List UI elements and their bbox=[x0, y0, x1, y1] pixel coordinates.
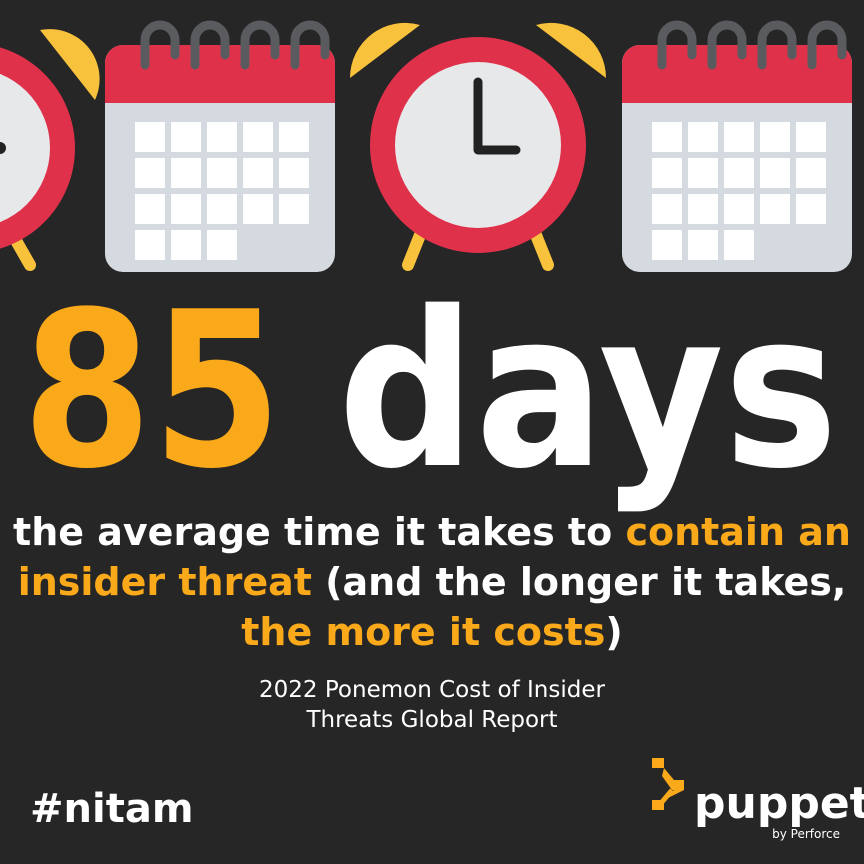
hashtag: #nitam bbox=[30, 786, 194, 832]
source-line: 2022 Ponemon Cost of Insider bbox=[259, 677, 605, 703]
subtitle-line: the average time it takes to contain an bbox=[13, 510, 851, 554]
calendar-icon bbox=[105, 20, 335, 272]
subtitle-line: insider threat (and the longer it takes, bbox=[18, 560, 847, 604]
calendar-icon bbox=[622, 20, 852, 272]
subtitle-text: ) bbox=[605, 610, 622, 654]
logo-icon bbox=[652, 758, 684, 810]
logo-tagline: by Perforce bbox=[772, 827, 840, 841]
headline-number: 85 bbox=[22, 265, 282, 516]
highlight-text: the more it costs bbox=[241, 610, 605, 654]
subtitle-text: (and the longer it takes, bbox=[312, 560, 846, 604]
highlight-text: insider threat bbox=[18, 560, 312, 604]
source: 2022 Ponemon Cost of Insider Threats Glob… bbox=[259, 677, 605, 733]
subtitle-line: the more it costs) bbox=[241, 610, 623, 654]
clock-icon-left bbox=[0, 29, 100, 271]
source-line: Threats Global Report bbox=[305, 707, 557, 733]
highlight-text: contain an bbox=[625, 510, 851, 554]
subtitle-text: the average time it takes to bbox=[13, 510, 625, 554]
logo-name: puppet bbox=[694, 778, 864, 829]
clock-icon bbox=[349, 22, 607, 271]
headline-unit: days bbox=[338, 265, 838, 516]
subtitle: the average time it takes to contain an i… bbox=[13, 510, 851, 654]
